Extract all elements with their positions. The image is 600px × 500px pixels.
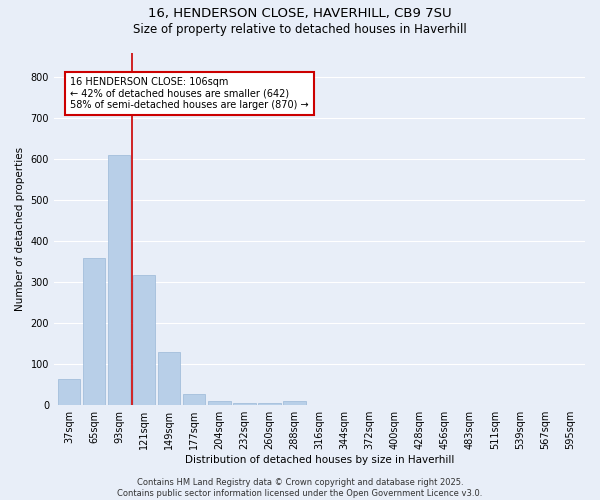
Bar [233, 402, 256, 405]
Bar [58, 378, 80, 405]
Bar [258, 402, 281, 405]
Bar [108, 155, 130, 405]
Bar [133, 275, 155, 405]
Text: 16, HENDERSON CLOSE, HAVERHILL, CB9 7SU: 16, HENDERSON CLOSE, HAVERHILL, CB9 7SU [148, 8, 452, 20]
Bar [158, 352, 181, 405]
Bar [208, 401, 230, 405]
Y-axis label: Number of detached properties: Number of detached properties [15, 147, 25, 311]
X-axis label: Distribution of detached houses by size in Haverhill: Distribution of detached houses by size … [185, 455, 454, 465]
Bar [283, 401, 305, 405]
Text: Size of property relative to detached houses in Haverhill: Size of property relative to detached ho… [133, 22, 467, 36]
Text: Contains HM Land Registry data © Crown copyright and database right 2025.
Contai: Contains HM Land Registry data © Crown c… [118, 478, 482, 498]
Bar [183, 394, 205, 405]
Text: 16 HENDERSON CLOSE: 106sqm
← 42% of detached houses are smaller (642)
58% of sem: 16 HENDERSON CLOSE: 106sqm ← 42% of deta… [70, 77, 309, 110]
Bar [83, 258, 105, 405]
